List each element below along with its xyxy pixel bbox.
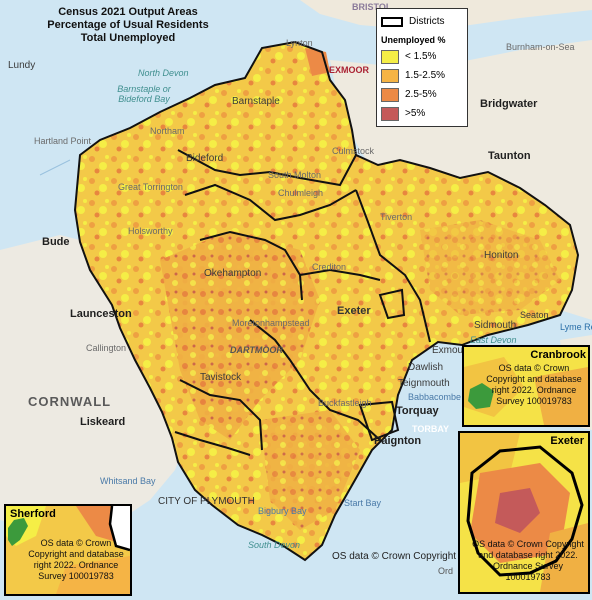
label-callington: Callington — [86, 343, 127, 353]
inset-exeter: Exeter OS data © Crown Copyright and dat… — [458, 431, 590, 594]
devon-south-orange — [260, 410, 360, 530]
label-lyme: Lyme Re — [560, 322, 592, 332]
legend-districts: Districts — [381, 12, 463, 31]
title-line-2: Percentage of Usual Residents — [47, 19, 209, 31]
label-moretonhampstead: Moretonhampstead — [232, 318, 310, 328]
cranbrook-map — [464, 347, 588, 425]
label-bideford: Bideford — [186, 153, 224, 164]
label-whitsand: Whitsand Bay — [100, 476, 156, 486]
label-babbacombe: Babbacombe Bay — [408, 392, 480, 402]
label-sidmouth: Sidmouth — [474, 320, 517, 331]
label-chulmleigh: Chulmleigh — [278, 188, 324, 198]
legend-swatch — [381, 68, 399, 83]
legend-class-label: 2.5-5% — [405, 89, 437, 100]
district-boundaries — [73, 40, 580, 562]
label-south-molton: South Molton — [268, 170, 322, 180]
map-title: Census 2021 Output Areas Percentage of U… — [28, 6, 228, 45]
label-east-devon: East Devon — [470, 335, 517, 345]
label-buckfastleigh: Buckfastleigh — [318, 398, 372, 408]
cranbrook-title: Cranbrook — [530, 349, 586, 361]
label-dawlish: Dawlish — [408, 362, 444, 373]
legend-class-1: < 1.5% — [381, 47, 463, 66]
sherford-map — [6, 506, 130, 594]
cranbrook-copyright: OS data © Crown Copyright and database r… — [486, 363, 582, 406]
legend: Districts Unemployed % < 1.5% 1.5-2.5% 2… — [376, 8, 468, 127]
sherford-copyright: OS data © Crown Copyright and database r… — [28, 538, 124, 581]
label-paignton: Paignton — [374, 435, 422, 447]
legend-class-4: >5% — [381, 104, 463, 123]
label-honiton: Honiton — [484, 250, 519, 261]
label-torquay: Torquay — [396, 405, 439, 417]
label-holsworthy: Holsworthy — [128, 226, 173, 236]
label-bigbury: Bigbury Bay — [258, 506, 307, 516]
label-lynton: Lynton — [286, 38, 313, 48]
title-line-3: Total Unemployed — [80, 32, 176, 44]
label-taunton: Taunton — [488, 150, 531, 162]
label-plymouth: CITY OF PLYMOUTH — [158, 496, 255, 507]
label-bristol: BRISTOL — [352, 2, 392, 12]
label-teignmouth: Teignmouth — [398, 378, 450, 389]
legend-swatch — [381, 87, 399, 102]
exeter-map — [460, 433, 588, 592]
label-south-devon: South Devon — [248, 540, 301, 550]
label-dartmoor: DARTMOOR — [230, 345, 283, 355]
label-great-torrington: Great Torrington — [118, 182, 183, 192]
label-lundy: Lundy — [8, 60, 36, 71]
exeter-copyright: OS data © Crown Copyright and database r… — [472, 539, 584, 582]
inset-cranbrook: Cranbrook OS data © Crown Copyright and … — [462, 345, 590, 427]
label-cornwall: CORNWALL — [28, 394, 112, 409]
title-line-1: Census 2021 Output Areas — [58, 6, 198, 18]
legend-swatch — [381, 106, 399, 121]
label-okehampton: Okehampton — [204, 268, 262, 279]
label-northam: Northam — [150, 126, 185, 136]
label-barnstaple-bay: Barnstaple or Bideford Bay — [117, 84, 171, 104]
label-exeter: Exeter — [337, 305, 371, 317]
main-copyright: OS data © Crown Copyright — [332, 551, 457, 562]
label-crediton: Crediton — [312, 262, 347, 272]
devon-area — [75, 42, 578, 560]
label-hartland: Hartland Point — [34, 136, 92, 146]
sherford-title: Sherford — [10, 508, 56, 520]
label-exmouth: Exmouth — [432, 345, 472, 356]
label-liskeard: Liskeard — [80, 416, 126, 428]
legend-class-label: < 1.5% — [405, 51, 437, 62]
label-exmoor: EXMOOR — [329, 65, 370, 75]
legend-swatch — [381, 49, 399, 64]
legend-class-label: >5% — [405, 108, 426, 119]
label-tiverton: Tiverton — [380, 212, 413, 222]
devon-east-orange — [420, 220, 560, 315]
legend-header: Unemployed % — [381, 35, 446, 45]
label-north-devon: North Devon — [138, 68, 189, 78]
legend-class-2: 1.5-2.5% — [381, 66, 463, 85]
label-culmstock: Culmstock — [332, 146, 375, 156]
label-launceston: Launceston — [70, 308, 132, 320]
label-tavistock: Tavistock — [200, 372, 242, 383]
legend-class-3: 2.5-5% — [381, 85, 463, 104]
river — [39, 159, 71, 176]
exeter-title: Exeter — [550, 435, 584, 447]
label-bude: Bude — [42, 236, 70, 248]
label-burnham: Burnham-on-Sea — [506, 42, 575, 52]
label-start-bay: Start Bay — [344, 498, 382, 508]
devon-orange-belt — [160, 230, 320, 440]
label-bridgwater: Bridgwater — [480, 98, 538, 110]
label-seaton: Seaton — [520, 310, 549, 320]
legend-districts-label: Districts — [409, 16, 445, 27]
label-barnstaple: Barnstaple — [232, 96, 280, 107]
inset-sherford: Sherford OS data © Crown Copyright and d… — [4, 504, 132, 596]
label-torbay: TORBAY — [412, 424, 450, 434]
legend-district-swatch — [381, 16, 403, 27]
legend-class-label: 1.5-2.5% — [405, 70, 446, 81]
ordnance-fragment: Ord — [438, 566, 454, 576]
